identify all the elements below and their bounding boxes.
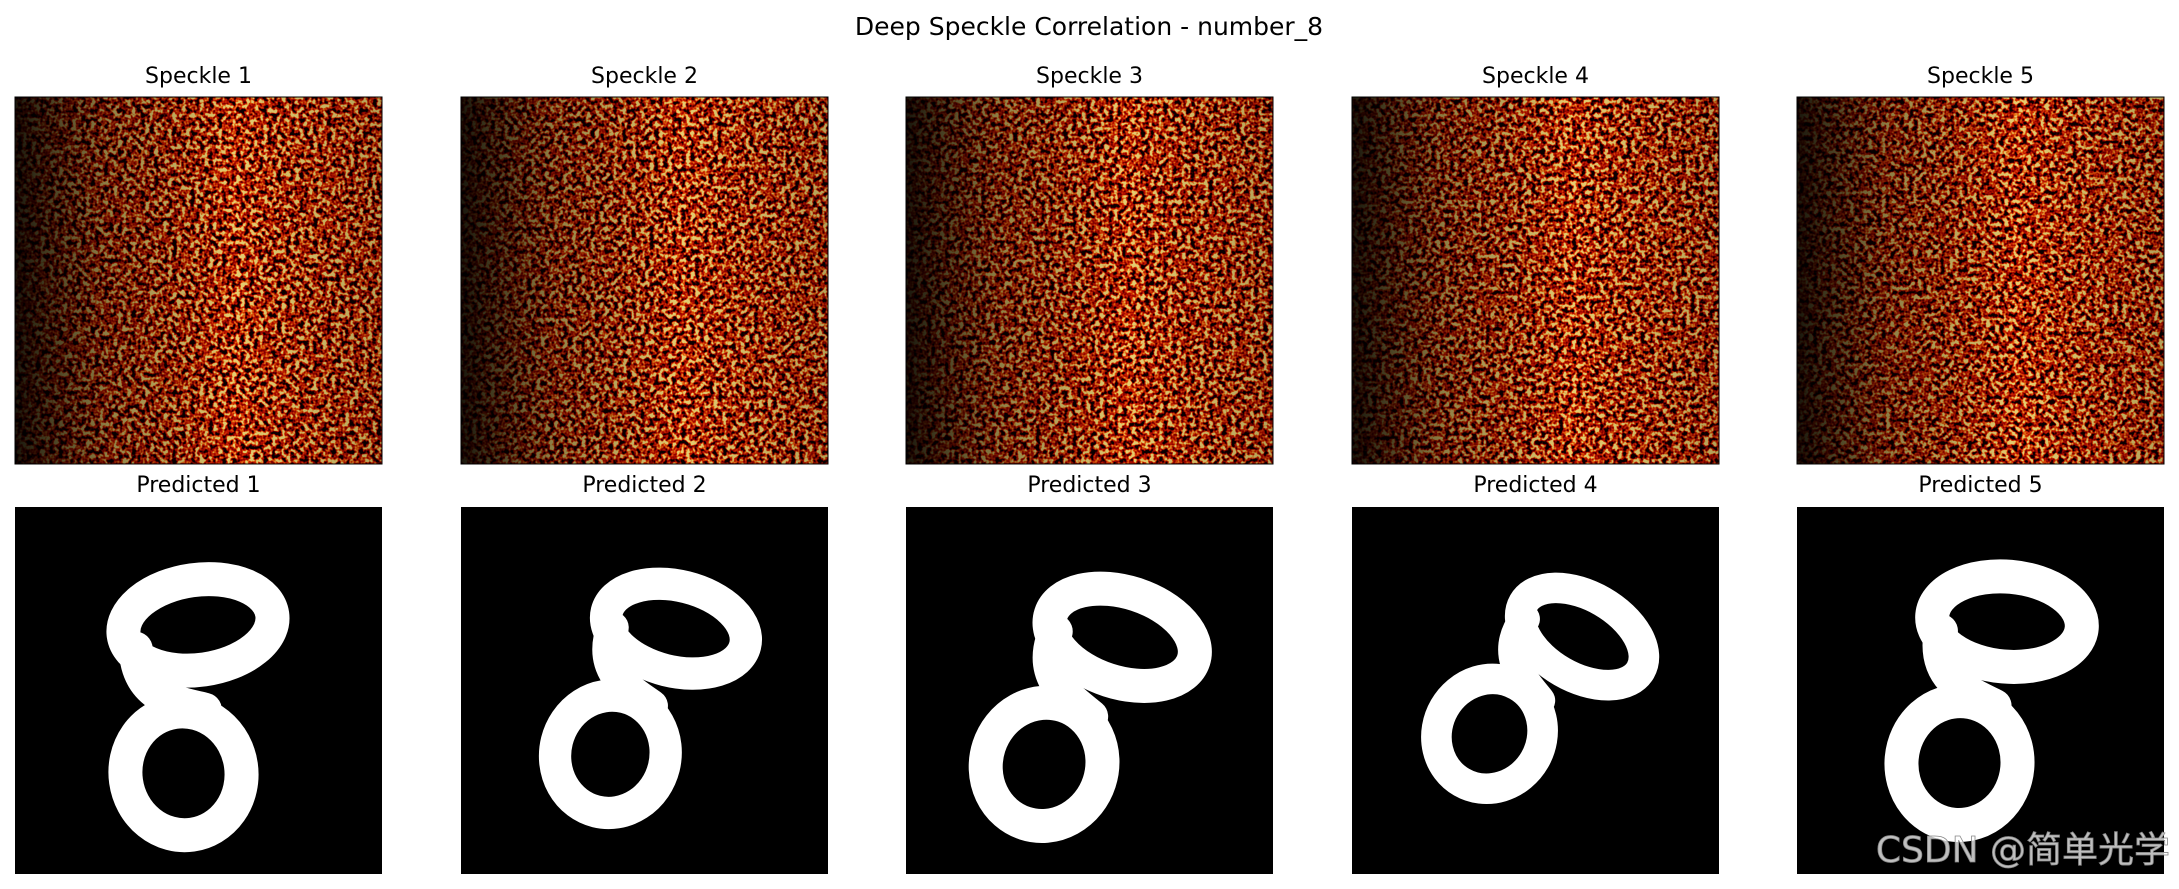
panel-title: Predicted 2 — [582, 473, 706, 498]
speckle-frame — [1351, 96, 1720, 465]
digit-stroke — [1498, 603, 1556, 716]
panel-title: Speckle 1 — [145, 64, 252, 89]
panel-title: Predicted 4 — [1473, 473, 1597, 498]
digit-eight — [968, 571, 1212, 843]
digit-stroke — [1922, 613, 2012, 723]
digit-stroke — [118, 631, 222, 727]
speckle-frame — [460, 96, 829, 465]
figure-title: Deep Speckle Correlation - number_8 — [855, 12, 1323, 41]
digit-eight — [1884, 559, 2099, 843]
speckle-shade — [15, 97, 382, 464]
panel-title: Speckle 4 — [1482, 64, 1589, 89]
speckle-frame — [1796, 96, 2165, 465]
digit-loop — [589, 567, 763, 690]
watermark: CSDN @简单光学 — [1876, 830, 2170, 871]
digit-stroke — [592, 611, 668, 723]
digit-eight — [538, 567, 763, 830]
speckle-shade — [461, 97, 828, 464]
digit-eight — [106, 562, 290, 853]
digit-eight — [1421, 572, 1660, 805]
digit-loop — [1915, 559, 2099, 684]
panels: Speckle 1 Predicted 1 Speckle 2 Predicted 2… — [14, 64, 2165, 874]
digit-loop — [106, 562, 290, 688]
digit-loop — [1504, 572, 1660, 701]
digit-loop — [1032, 571, 1212, 703]
speckle-frame — [905, 96, 1274, 465]
speckle-frame — [14, 96, 383, 465]
speckle-shade — [1352, 97, 1719, 464]
digit-stroke — [1032, 614, 1109, 734]
speckle-shade — [906, 97, 1273, 464]
speckle-shade — [1797, 97, 2164, 464]
panel-title: Speckle 3 — [1036, 64, 1143, 89]
panel-title: Predicted 1 — [136, 473, 260, 498]
panel-title: Speckle 5 — [1927, 64, 2034, 89]
panel-title: Predicted 3 — [1027, 473, 1151, 498]
panel-title: Predicted 5 — [1918, 473, 2042, 498]
panel-title: Speckle 2 — [591, 64, 698, 89]
